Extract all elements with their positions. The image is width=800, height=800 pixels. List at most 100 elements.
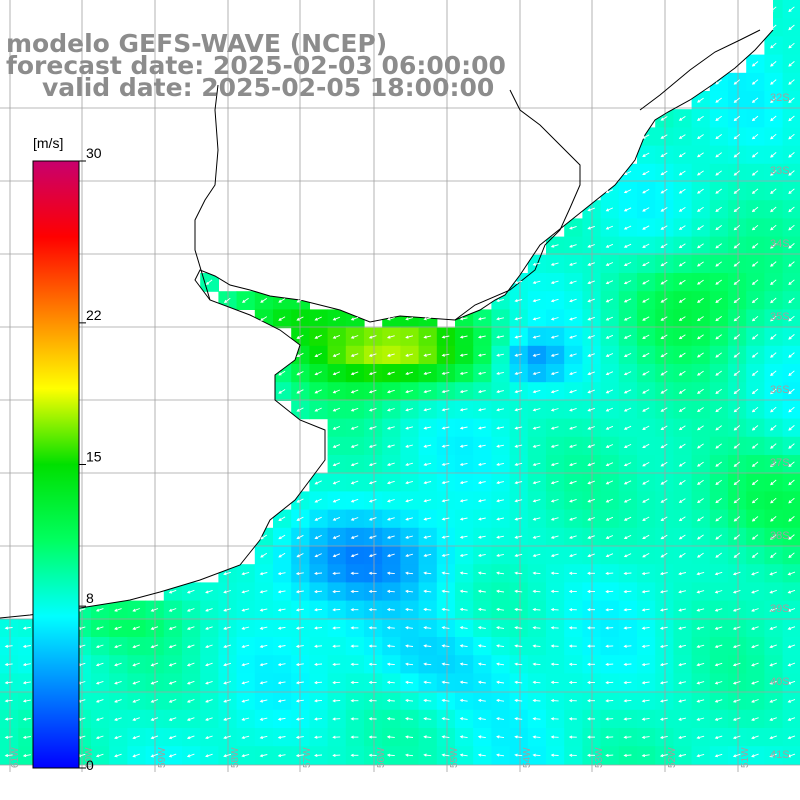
wind-arrow-head bbox=[678, 445, 683, 449]
wind-arrow bbox=[751, 644, 759, 648]
wind-arrow bbox=[387, 553, 395, 557]
wind-arrow-head bbox=[697, 390, 701, 394]
wind-arrow-head bbox=[477, 535, 482, 539]
wind-arrow-head bbox=[386, 553, 391, 558]
wind-arrow-head bbox=[659, 608, 664, 612]
wind-arrow bbox=[351, 553, 359, 557]
wind-arrow-head bbox=[386, 535, 391, 539]
wind-arrow-head bbox=[459, 753, 464, 757]
wind-arrow-head bbox=[441, 390, 446, 394]
wind-arrow bbox=[624, 425, 632, 430]
wind-arrow-head bbox=[132, 717, 136, 721]
wind-arrow-head bbox=[368, 408, 373, 412]
wind-arrow-head bbox=[788, 118, 792, 122]
wind-arrow-head bbox=[715, 536, 719, 540]
wind-arrow bbox=[624, 681, 632, 684]
wind-arrow bbox=[78, 753, 86, 757]
coastline-segment bbox=[454, 89, 581, 321]
wind-arrow-head bbox=[441, 499, 446, 503]
wind-arrow bbox=[424, 736, 432, 738]
wind-arrow bbox=[624, 627, 632, 629]
wind-arrow bbox=[624, 608, 632, 611]
wind-arrow bbox=[752, 370, 759, 376]
wind-arrow bbox=[624, 189, 632, 194]
wind-arrow bbox=[661, 116, 668, 121]
wind-arrow bbox=[315, 407, 322, 412]
wind-arrow-head bbox=[386, 481, 391, 485]
wind-arrow-head bbox=[496, 390, 500, 394]
wind-arrow-head bbox=[641, 753, 646, 758]
wind-arrow-head bbox=[788, 463, 792, 468]
wind-arrow bbox=[715, 571, 723, 575]
wind-arrow bbox=[715, 243, 722, 249]
wind-arrow bbox=[187, 699, 195, 703]
wind-arrow-head bbox=[751, 190, 756, 194]
wind-arrow bbox=[697, 388, 704, 394]
wind-arrow-head bbox=[605, 681, 609, 685]
wind-arrow-head bbox=[751, 536, 756, 540]
wind-arrow bbox=[606, 262, 614, 266]
wind-arrow bbox=[551, 426, 559, 430]
wind-arrow-head bbox=[697, 554, 701, 558]
wind-arrows bbox=[4, 6, 796, 758]
wind-arrow bbox=[515, 462, 523, 466]
wind-arrow-head bbox=[186, 645, 191, 649]
wind-arrow-head bbox=[550, 499, 555, 503]
wind-arrow bbox=[405, 645, 414, 647]
wind-arrow-head bbox=[241, 608, 245, 612]
wind-arrow bbox=[569, 353, 577, 357]
wind-arrow-head bbox=[788, 81, 792, 85]
wind-arrow-head bbox=[386, 371, 391, 376]
wind-arrow-head bbox=[459, 444, 464, 448]
wind-arrow bbox=[752, 315, 759, 322]
wind-arrow bbox=[314, 572, 323, 575]
wind-arrow bbox=[260, 717, 268, 721]
wind-arrow-head bbox=[405, 607, 409, 612]
wind-arrow bbox=[515, 718, 523, 720]
wind-arrow-head bbox=[514, 353, 518, 357]
wind-arrow bbox=[260, 735, 268, 739]
wind-arrow bbox=[114, 626, 122, 630]
wind-arrow bbox=[788, 699, 796, 703]
wind-arrow-head bbox=[733, 463, 737, 467]
wind-arrow-head bbox=[4, 717, 9, 721]
wind-arrow-head bbox=[532, 444, 537, 448]
wind-arrow bbox=[442, 390, 450, 393]
wind-arrow bbox=[187, 589, 195, 594]
wind-arrow-head bbox=[22, 735, 27, 739]
wind-arrow bbox=[460, 444, 468, 448]
wind-arrow bbox=[223, 681, 232, 684]
wind-arrow bbox=[697, 552, 704, 558]
wind-arrow bbox=[424, 499, 432, 502]
wind-arrow bbox=[478, 317, 486, 320]
wind-arrow-head bbox=[623, 499, 628, 503]
wind-arrow bbox=[679, 298, 686, 303]
wind-arrow bbox=[515, 608, 523, 611]
wind-arrow-head bbox=[477, 553, 482, 557]
wind-arrow-head bbox=[623, 190, 628, 194]
wind-arrow-head bbox=[696, 644, 700, 649]
wind-arrow bbox=[788, 315, 795, 322]
wind-arrow-head bbox=[587, 226, 591, 230]
wind-arrow bbox=[752, 61, 759, 67]
wind-arrow-head bbox=[751, 391, 756, 395]
wind-arrow-head bbox=[751, 518, 756, 522]
wind-arrow-head bbox=[332, 662, 336, 667]
wind-arrow-head bbox=[205, 608, 209, 612]
wind-arrow bbox=[260, 663, 268, 666]
wind-arrow bbox=[405, 535, 414, 539]
wind-arrow bbox=[606, 516, 614, 521]
wind-arrow bbox=[205, 753, 213, 757]
wind-arrow-head bbox=[550, 753, 555, 757]
wind-arrow-head bbox=[259, 699, 264, 703]
wind-arrow-head bbox=[788, 99, 792, 104]
wind-arrow bbox=[642, 225, 650, 230]
wind-arrow-head bbox=[296, 536, 300, 540]
wind-arrow bbox=[642, 170, 650, 175]
wind-arrow bbox=[788, 61, 795, 67]
wind-arrow-head bbox=[678, 263, 683, 267]
wind-arrow-head bbox=[715, 99, 719, 103]
wind-arrow bbox=[478, 572, 486, 575]
wind-arrow-head bbox=[514, 589, 518, 593]
